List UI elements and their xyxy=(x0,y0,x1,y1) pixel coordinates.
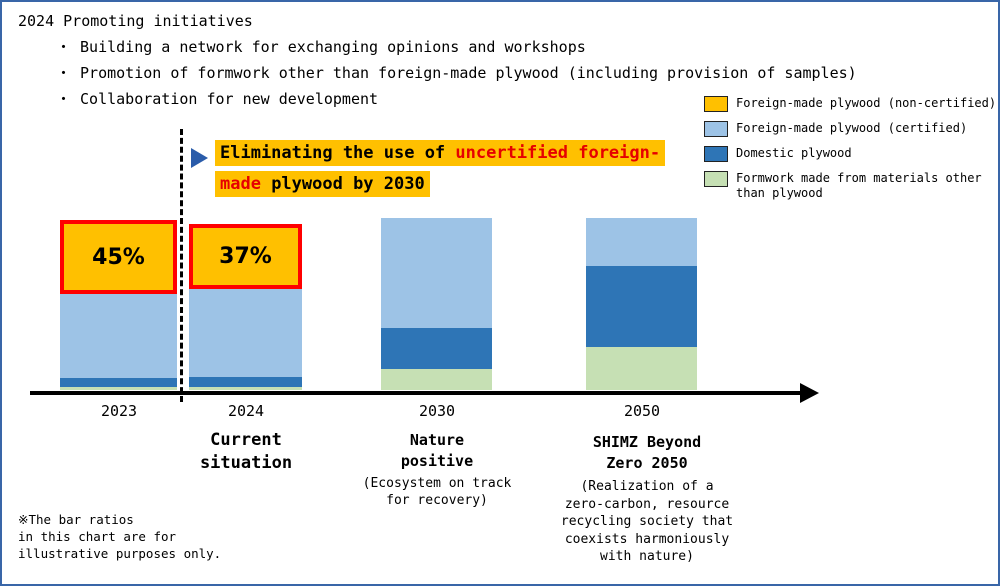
bar-2023: 45% xyxy=(60,220,177,390)
annotation-nature-positive-subtitle: (Ecosystem on track for recovery) xyxy=(362,476,512,508)
callout-text-black: Eliminating the use of xyxy=(220,143,456,163)
legend-label: Domestic plywood xyxy=(736,146,852,160)
legend-swatch-icon xyxy=(704,171,728,187)
bullet-list: ・ Building a network for exchanging opin… xyxy=(18,34,857,112)
x-axis-arrowhead-icon xyxy=(800,383,819,403)
callout-line-1: Eliminating the use of uncertified forei… xyxy=(215,138,666,169)
tick-label-2023: 2023 xyxy=(100,402,138,420)
page-title: 2024 Promoting initiatives xyxy=(18,12,253,30)
legend-item: Domestic plywood xyxy=(704,146,998,162)
bar-segment xyxy=(586,266,697,347)
bullet-item: ・ Building a network for exchanging opin… xyxy=(56,38,586,56)
dashed-divider xyxy=(180,129,183,402)
annotation-shimz-beyond-zero-subtitle: (Realization of a zero-carbon, resource … xyxy=(560,479,734,564)
tick-label-2030: 2030 xyxy=(418,402,456,420)
bullet-item: ・ Collaboration for new development xyxy=(56,90,379,108)
footnote: ※The bar ratios in this chart are for il… xyxy=(18,512,222,561)
bullet-item: ・ Promotion of formwork other than forei… xyxy=(56,64,857,82)
callout-text-red: made xyxy=(220,174,261,194)
bar-segment xyxy=(381,369,492,390)
bar-segment xyxy=(60,378,177,387)
annotation-shimz-beyond-zero: SHIMZ Beyond Zero 2050 xyxy=(592,433,702,472)
legend-item: Formwork made from materials other than … xyxy=(704,171,998,201)
header: 2024 Promoting initiatives ・ Building a … xyxy=(18,8,857,112)
callout-text-red: uncertified foreign- xyxy=(455,143,661,163)
annotation-nature-positive: Nature positive xyxy=(400,431,474,470)
bar-2024: 37% xyxy=(189,224,302,390)
bar-segment xyxy=(189,289,302,377)
callout-arrow-icon xyxy=(191,148,208,168)
tick-label-2050: 2050 xyxy=(623,402,661,420)
callout-text: Eliminating the use of uncertified forei… xyxy=(215,138,666,200)
bar-2030 xyxy=(381,218,492,390)
bar-segment xyxy=(60,294,177,378)
legend-swatch-icon xyxy=(704,146,728,162)
bar-value-label: 37% xyxy=(219,244,272,269)
bar-segment: 45% xyxy=(60,220,177,294)
legend-swatch-icon xyxy=(704,96,728,112)
bar-value-label: 45% xyxy=(92,244,145,270)
bar-segment xyxy=(586,218,697,266)
bar-segment xyxy=(381,218,492,328)
legend-label: Formwork made from materials other than … xyxy=(736,171,982,200)
bar-segment xyxy=(189,387,302,390)
legend-swatch-icon xyxy=(704,121,728,137)
chart-legend: Foreign-made plywood (non-certified) Fore… xyxy=(704,96,998,210)
bar-2050 xyxy=(586,218,697,390)
bar-segment xyxy=(189,377,302,387)
callout-line-2: made plywood by 2030 xyxy=(215,169,665,200)
annotation-current-situation: Current situation xyxy=(199,430,293,473)
legend-label: Foreign-made plywood (certified) xyxy=(736,121,968,135)
bar-segment xyxy=(381,328,492,369)
bar-segment xyxy=(586,347,697,390)
legend-item: Foreign-made plywood (certified) xyxy=(704,121,998,137)
x-axis-line xyxy=(30,391,802,395)
tick-label-2024: 2024 xyxy=(227,402,265,420)
bar-segment: 37% xyxy=(189,224,302,289)
bar-segment xyxy=(60,387,177,390)
legend-item: Foreign-made plywood (non-certified) xyxy=(704,96,998,112)
legend-label: Foreign-made plywood (non-certified) xyxy=(736,96,997,110)
callout-text-black: plywood by 2030 xyxy=(260,174,425,194)
